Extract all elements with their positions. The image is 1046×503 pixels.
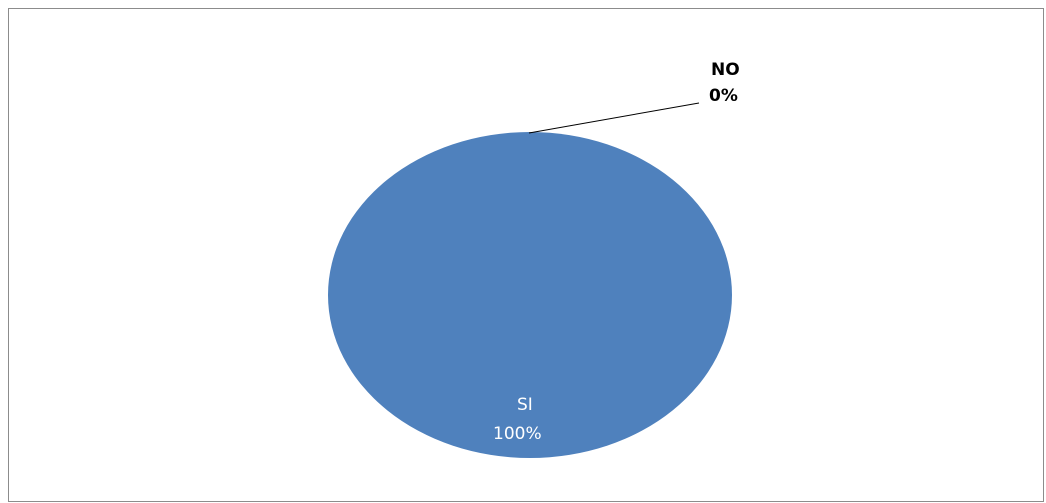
leader-line-no [528, 102, 700, 134]
slice-label-no-name: NO [711, 60, 740, 80]
pie-chart: NO 0% SI 100% [328, 60, 740, 458]
pie-slice-si [328, 132, 732, 458]
pie-slices [328, 132, 732, 458]
chart-area: NO 0% SI 100% [8, 8, 1044, 502]
slice-label-si-percent: 100% [493, 424, 542, 444]
slice-label-no-percent: 0% [709, 86, 738, 106]
slice-label-si-name: SI [517, 395, 533, 415]
